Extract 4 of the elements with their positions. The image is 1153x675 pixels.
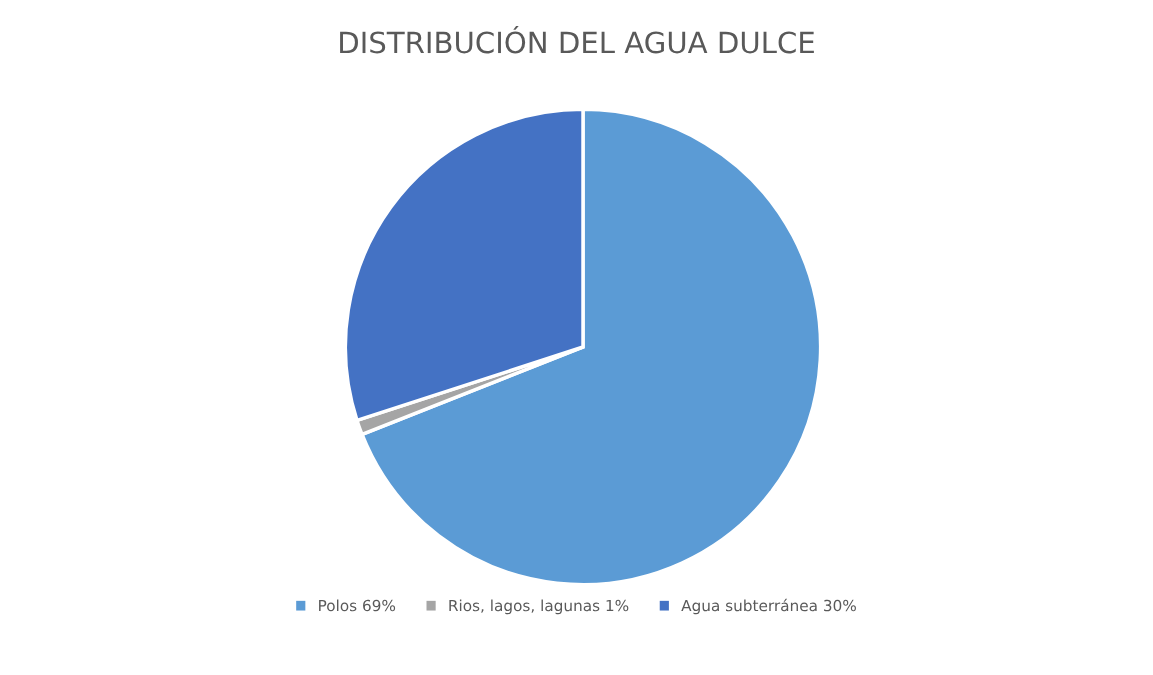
chart-title: DISTRIBUCIÓN DEL AGUA DULCE [340,26,814,54]
legend-label: Rios, lagos, lagunas 1% [449,599,629,615]
legend-label: Polos 69% [319,599,396,612]
legend-label: Agua subterránea 30% [681,598,856,615]
